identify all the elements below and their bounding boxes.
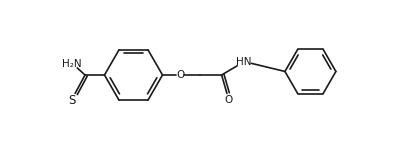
Text: O: O [176,70,184,80]
Text: S: S [68,94,76,107]
Text: HN: HN [236,57,251,67]
Text: H₂N: H₂N [62,59,81,69]
Text: O: O [224,96,233,105]
